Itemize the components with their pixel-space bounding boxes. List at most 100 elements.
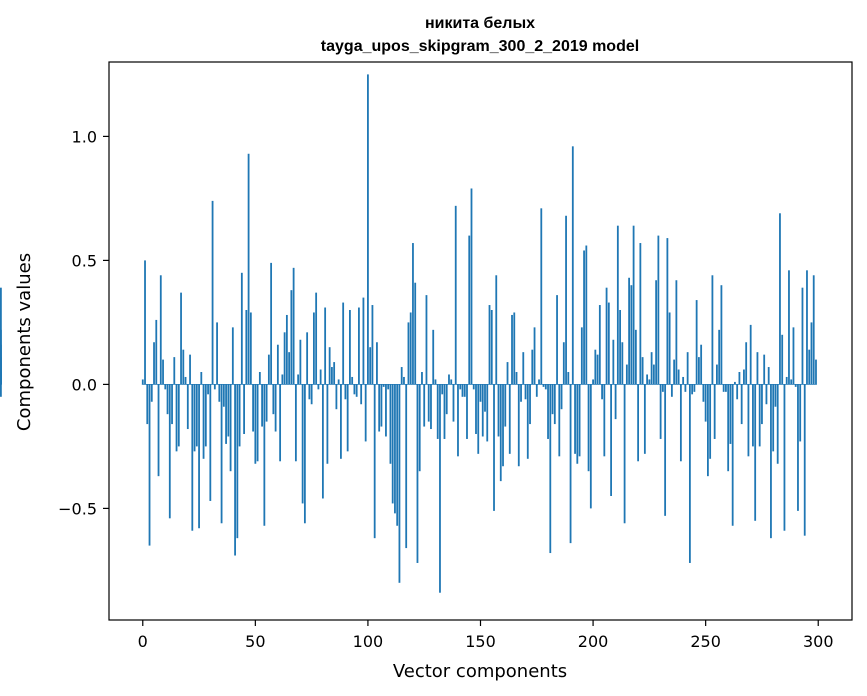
bar	[788, 270, 790, 385]
bar	[258, 372, 261, 385]
bar	[159, 275, 162, 385]
bar	[664, 384, 667, 516]
bar	[220, 384, 223, 524]
bar	[155, 319, 158, 385]
bar	[243, 384, 245, 434]
x-tick-label: 250	[690, 632, 721, 651]
bar	[216, 322, 218, 385]
bar	[403, 376, 405, 385]
bar	[698, 357, 700, 385]
bar	[808, 349, 811, 385]
bar	[716, 364, 718, 385]
bar	[454, 205, 457, 385]
bar	[209, 384, 212, 501]
bar	[731, 384, 734, 526]
bar	[299, 339, 302, 385]
bar	[240, 272, 243, 385]
bar	[558, 384, 561, 457]
bar	[520, 384, 522, 402]
bar	[184, 376, 187, 385]
bar	[247, 153, 250, 385]
bar	[369, 347, 372, 385]
bar	[238, 384, 241, 447]
bar	[763, 354, 766, 385]
bar	[758, 384, 761, 447]
bar	[745, 342, 748, 385]
bar	[344, 384, 347, 400]
bar	[725, 384, 727, 392]
bar	[601, 384, 603, 400]
bar	[340, 384, 342, 459]
bar	[141, 379, 144, 385]
bar	[578, 384, 581, 457]
bar	[150, 384, 153, 402]
bar	[785, 376, 788, 385]
bar	[274, 384, 277, 432]
bar	[191, 384, 194, 531]
bar	[585, 245, 588, 385]
bar	[749, 324, 752, 385]
bar	[364, 384, 367, 442]
bar	[157, 384, 160, 477]
bar	[781, 334, 784, 385]
bar	[382, 384, 385, 387]
bar	[218, 384, 221, 402]
bar	[391, 384, 394, 504]
bar	[736, 384, 739, 400]
bar	[761, 384, 763, 425]
bar	[358, 307, 360, 385]
bar	[276, 344, 279, 385]
bar	[567, 372, 570, 385]
bar	[797, 384, 799, 511]
bar	[711, 275, 714, 385]
bar	[301, 384, 304, 504]
bar	[594, 349, 597, 385]
bar	[569, 384, 572, 544]
bar	[790, 379, 793, 385]
bar	[472, 384, 475, 390]
bar	[646, 374, 649, 385]
bar	[779, 213, 781, 385]
bar	[443, 384, 446, 439]
bar	[470, 188, 473, 385]
bar	[349, 310, 351, 385]
bar	[756, 352, 759, 385]
bar	[389, 384, 392, 464]
bar	[513, 312, 516, 385]
x-tick-label: 150	[465, 632, 496, 651]
bar	[189, 354, 191, 385]
bar	[468, 235, 471, 385]
bar	[657, 235, 660, 385]
bar	[394, 384, 396, 514]
bar	[283, 332, 286, 385]
bar	[596, 354, 599, 385]
x-tick-label: 200	[578, 632, 609, 651]
y-axis: −0.5 0.0 0.5 1.0	[58, 127, 109, 518]
bar	[380, 384, 383, 427]
bar	[614, 384, 617, 420]
bar	[461, 384, 464, 397]
bar	[772, 384, 775, 452]
bar	[659, 384, 662, 439]
bar	[655, 280, 658, 385]
bar	[547, 384, 549, 439]
bar	[333, 362, 336, 385]
bar	[317, 384, 320, 390]
bar	[463, 384, 466, 397]
bar	[331, 367, 333, 385]
bar	[529, 384, 531, 425]
bar	[679, 384, 682, 462]
bar	[441, 384, 444, 395]
bar	[553, 384, 556, 425]
bar	[783, 384, 786, 531]
bar	[806, 270, 808, 385]
bar	[774, 384, 777, 407]
bar	[632, 225, 635, 385]
bar	[448, 374, 450, 385]
bar	[362, 297, 365, 385]
bar	[294, 384, 297, 462]
bar	[272, 384, 275, 415]
bar	[702, 384, 705, 402]
bar	[675, 280, 678, 385]
